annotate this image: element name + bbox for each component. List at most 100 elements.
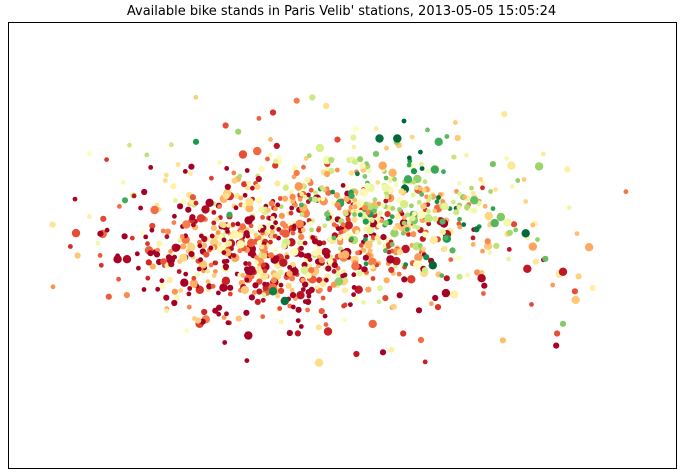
scatter-point xyxy=(471,207,478,214)
scatter-point xyxy=(260,228,265,233)
scatter-point xyxy=(237,173,243,179)
scatter-point xyxy=(393,182,399,188)
scatter-point xyxy=(443,235,449,241)
scatter-point xyxy=(451,154,457,160)
scatter-point xyxy=(554,330,561,337)
scatter-point xyxy=(361,266,368,273)
scatter-point xyxy=(406,232,411,237)
scatter-point xyxy=(191,281,198,288)
scatter-point xyxy=(376,223,382,229)
scatter-point xyxy=(400,230,406,236)
scatter-point xyxy=(336,234,343,241)
scatter-point xyxy=(294,330,301,337)
scatter-point xyxy=(296,291,305,300)
scatter-point xyxy=(172,213,177,219)
scatter-point xyxy=(426,197,431,203)
scatter-point xyxy=(319,281,327,288)
scatter-point xyxy=(281,229,290,238)
scatter-point xyxy=(216,311,222,317)
scatter-point xyxy=(95,240,101,246)
scatter-point xyxy=(244,331,253,340)
scatter-point xyxy=(237,232,244,239)
scatter-point xyxy=(323,252,331,259)
scatter-point xyxy=(441,288,451,298)
scatter-point xyxy=(289,193,296,200)
scatter-point xyxy=(378,161,387,170)
scatter-point xyxy=(255,175,262,183)
scatter-point xyxy=(353,350,360,358)
scatter-point xyxy=(308,187,314,193)
scatter-point xyxy=(478,177,484,182)
scatter-point xyxy=(97,253,103,258)
scatter-point xyxy=(318,287,323,293)
scatter-point xyxy=(174,244,181,251)
scatter-point xyxy=(164,228,171,235)
scatter-point xyxy=(191,275,197,281)
scatter-point xyxy=(141,188,148,196)
scatter-point xyxy=(396,271,402,277)
scatter-point xyxy=(325,189,332,196)
scatter-point xyxy=(506,229,513,236)
scatter-point xyxy=(401,118,407,124)
scatter-point xyxy=(278,287,285,294)
scatter-point xyxy=(529,302,534,307)
scatter-point xyxy=(496,212,505,222)
scatter-point xyxy=(553,342,560,349)
scatter-point xyxy=(351,285,357,290)
scatter-point xyxy=(148,165,154,170)
scatter-point xyxy=(316,227,321,233)
scatter-point xyxy=(145,241,150,247)
scatter-point xyxy=(249,229,255,235)
scatter-point xyxy=(201,308,208,316)
scatter-point xyxy=(311,196,319,203)
scatter-point xyxy=(348,302,353,307)
scatter-point xyxy=(285,282,292,289)
scatter-point xyxy=(470,242,476,247)
scatter-point xyxy=(454,134,461,142)
scatter-point xyxy=(423,254,430,261)
scatter-point xyxy=(444,134,450,139)
scatter-point xyxy=(278,282,284,288)
scatter-point xyxy=(430,165,439,174)
scatter-point xyxy=(368,257,377,267)
scatter-point xyxy=(248,294,255,301)
scatter-point xyxy=(127,142,132,148)
scatter-point xyxy=(386,255,395,264)
scatter-point xyxy=(122,255,132,264)
scatter-point xyxy=(351,292,356,297)
scatter-point xyxy=(299,245,304,251)
scatter-point xyxy=(396,249,403,256)
scatter-point xyxy=(384,190,389,196)
scatter-point xyxy=(358,243,364,248)
scatter-point xyxy=(348,205,354,210)
scatter-point xyxy=(231,177,238,184)
scatter-point xyxy=(367,248,373,254)
scatter-point xyxy=(362,174,368,179)
scatter-point xyxy=(314,358,324,367)
scatter-point xyxy=(267,152,273,158)
scatter-point xyxy=(506,256,511,262)
scatter-point xyxy=(140,230,146,236)
scatter-point xyxy=(376,299,382,305)
scatter-point xyxy=(50,284,56,290)
scatter-point xyxy=(266,207,271,213)
scatter-point xyxy=(219,283,228,292)
scatter-point xyxy=(209,238,219,247)
scatter-point xyxy=(239,223,246,230)
scatter-point xyxy=(414,253,423,262)
scatter-point xyxy=(268,200,275,207)
scatter-point xyxy=(443,275,450,282)
scatter-point xyxy=(406,220,412,226)
scatter-point xyxy=(409,134,415,140)
scatter-point xyxy=(279,220,287,227)
scatter-point xyxy=(404,227,410,232)
scatter-point xyxy=(474,269,481,276)
scatter-point xyxy=(160,228,166,234)
scatter-point xyxy=(221,250,227,256)
scatter-point xyxy=(343,211,349,217)
scatter-point xyxy=(397,207,402,212)
scatter-point xyxy=(256,268,262,274)
chart-title: Available bike stands in Paris Velib' st… xyxy=(126,4,557,19)
scatter-point xyxy=(439,229,446,236)
scatter-point xyxy=(273,206,278,212)
